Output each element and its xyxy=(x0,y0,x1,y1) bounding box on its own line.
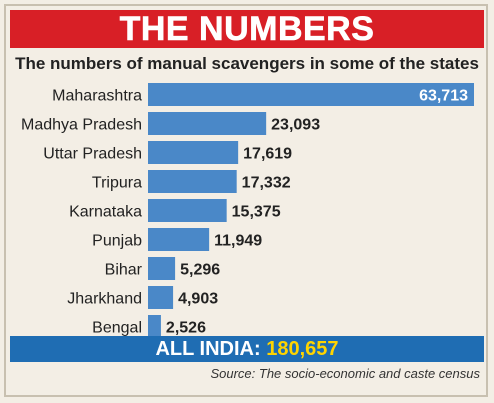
bar xyxy=(148,228,210,251)
bar xyxy=(148,141,239,164)
category-label: Madhya Pradesh xyxy=(21,117,142,134)
source-note: Source: The socio-economic and caste cen… xyxy=(210,366,480,381)
total-value: 180,657 xyxy=(266,338,339,360)
category-label: Tripura xyxy=(92,175,142,192)
data-label: 63,713 xyxy=(419,88,468,105)
data-label: 23,093 xyxy=(271,117,320,134)
bar xyxy=(148,170,237,193)
data-label: 5,296 xyxy=(180,262,220,279)
infographic-frame xyxy=(4,4,488,397)
bar xyxy=(148,83,474,106)
data-label: 17,619 xyxy=(243,146,292,163)
chart-subtitle: The numbers of manual scavengers in some… xyxy=(15,54,479,73)
bar xyxy=(148,315,161,338)
category-label: Bengal xyxy=(92,320,142,337)
category-label: Bihar xyxy=(105,262,143,279)
bar xyxy=(148,257,176,280)
page-title: THE NUMBERS xyxy=(10,10,484,48)
data-label: 15,375 xyxy=(232,204,281,221)
data-label: 11,949 xyxy=(214,233,262,250)
category-label: Karnataka xyxy=(69,204,142,221)
category-label: Maharashtra xyxy=(52,88,142,105)
all-india-total: ALL INDIA: 180,657 xyxy=(10,336,484,362)
data-label: 2,526 xyxy=(166,320,206,337)
data-label: 17,332 xyxy=(242,175,291,192)
total-label: ALL INDIA: xyxy=(155,338,261,360)
data-label: 4,903 xyxy=(178,291,218,308)
category-label: Punjab xyxy=(92,233,142,250)
category-label: Uttar Pradesh xyxy=(43,146,142,163)
category-label: Jharkhand xyxy=(67,291,142,308)
bar xyxy=(148,286,174,309)
bar xyxy=(148,199,227,222)
bar xyxy=(148,112,267,135)
